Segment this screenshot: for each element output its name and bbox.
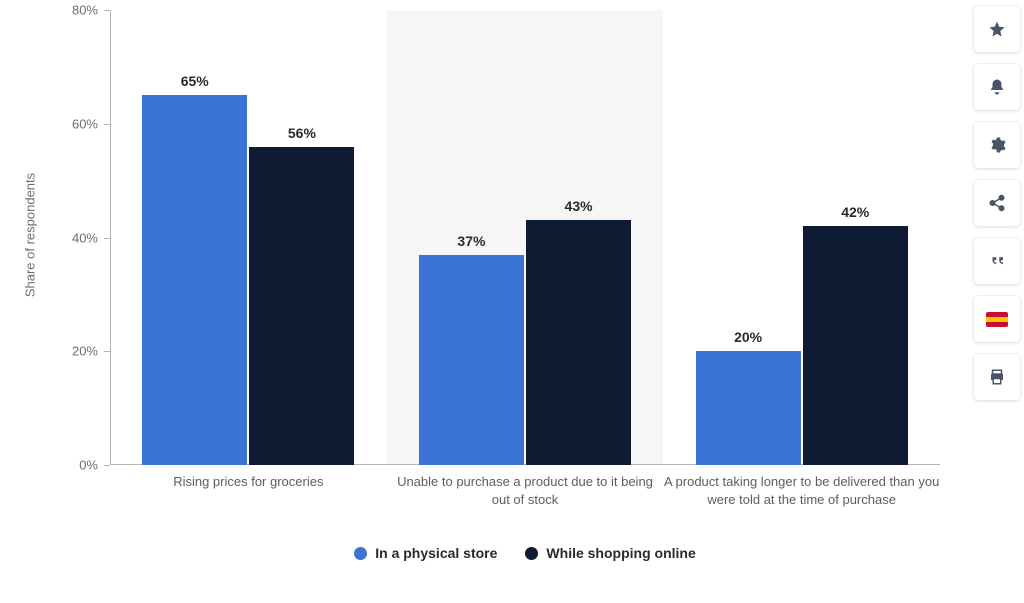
legend: In a physical store While shopping online <box>110 545 940 561</box>
cite-button[interactable] <box>974 238 1020 284</box>
bar-value-label: 37% <box>457 233 485 249</box>
legend-label: While shopping online <box>546 545 695 561</box>
y-tick-label: 40% <box>72 230 98 245</box>
category-label: Rising prices for groceries <box>110 473 387 491</box>
category-label: A product taking longer to be delivered … <box>663 473 940 508</box>
bar[interactable]: 56% <box>249 147 354 466</box>
share-icon <box>988 194 1006 212</box>
y-axis-line <box>110 10 111 465</box>
side-toolbar <box>974 6 1020 400</box>
y-axis-title: Share of respondents <box>23 173 38 297</box>
y-tick-mark <box>104 124 110 125</box>
print-button[interactable] <box>974 354 1020 400</box>
bar[interactable]: 37% <box>419 255 524 465</box>
y-tick-label: 60% <box>72 116 98 131</box>
bell-icon <box>988 78 1006 96</box>
bar[interactable]: 42% <box>803 226 908 465</box>
bar[interactable]: 20% <box>696 351 801 465</box>
legend-item[interactable]: In a physical store <box>354 545 497 561</box>
bar-value-label: 43% <box>565 198 593 214</box>
print-icon <box>988 368 1006 386</box>
bar[interactable]: 65% <box>142 95 247 465</box>
notifications-button[interactable] <box>974 64 1020 110</box>
bar-value-label: 20% <box>734 329 762 345</box>
y-tick-mark <box>104 351 110 352</box>
flag-es-icon <box>986 312 1008 327</box>
plot-area: 0%20%40%60%80%Rising prices for grocerie… <box>110 10 940 465</box>
legend-swatch <box>525 547 538 560</box>
legend-item[interactable]: While shopping online <box>525 545 695 561</box>
legend-label: In a physical store <box>375 545 497 561</box>
y-tick-label: 80% <box>72 3 98 18</box>
y-tick-label: 0% <box>79 458 98 473</box>
share-button[interactable] <box>974 180 1020 226</box>
bar[interactable]: 43% <box>526 220 631 465</box>
settings-button[interactable] <box>974 122 1020 168</box>
bar-value-label: 65% <box>181 73 209 89</box>
language-es-button[interactable] <box>974 296 1020 342</box>
bar-value-label: 56% <box>288 125 316 141</box>
favorite-button[interactable] <box>974 6 1020 52</box>
quote-icon <box>988 252 1006 270</box>
bar-value-label: 42% <box>841 204 869 220</box>
gear-icon <box>988 136 1006 154</box>
y-tick-label: 20% <box>72 344 98 359</box>
y-tick-mark <box>104 10 110 11</box>
y-tick-mark <box>104 465 110 466</box>
star-icon <box>988 20 1006 38</box>
chart-container: Share of respondents 0%20%40%60%80%Risin… <box>0 0 970 603</box>
category-label: Unable to purchase a product due to it b… <box>387 473 664 508</box>
legend-swatch <box>354 547 367 560</box>
y-tick-mark <box>104 238 110 239</box>
